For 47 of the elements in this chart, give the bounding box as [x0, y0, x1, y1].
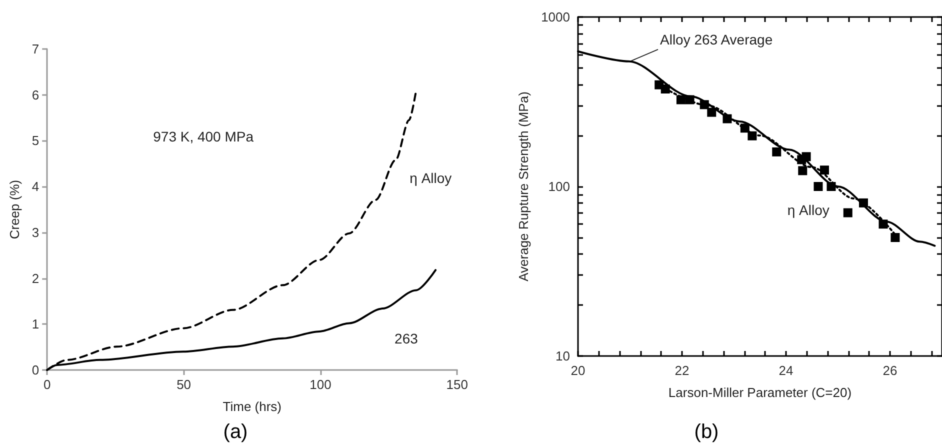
annotation: 973 K, 400 MPa — [153, 128, 254, 144]
point — [740, 124, 750, 133]
x-axis-title: Larson-Miller Parameter (C=20) — [668, 385, 852, 400]
point — [676, 95, 686, 104]
point — [707, 108, 716, 117]
point — [814, 182, 823, 191]
point — [772, 147, 782, 156]
x-tick-label: 26 — [882, 363, 898, 378]
point — [826, 182, 836, 191]
y-tick-label: 2 — [32, 270, 40, 286]
x-tick-label: 50 — [176, 377, 192, 392]
y-tick-label: 100 — [548, 179, 570, 194]
y-axis-title: Creep (%) — [7, 180, 22, 240]
point — [878, 220, 888, 229]
point — [660, 84, 670, 94]
y-tick-label: 1000 — [541, 10, 570, 24]
y-tick-label: 4 — [32, 179, 40, 194]
x-tick-label: 150 — [446, 377, 468, 392]
y-tick-label: 10 — [556, 348, 570, 364]
point — [843, 208, 852, 218]
series-label: η Alloy — [410, 170, 452, 186]
point — [722, 114, 732, 124]
y-tick-label: 1 — [32, 316, 40, 332]
x-axis-title: Time (hrs) — [222, 399, 282, 414]
x-tick-label: 0 — [44, 377, 51, 392]
point — [748, 131, 757, 140]
x-tick-label: 22 — [674, 363, 690, 378]
x-tick-label: 24 — [778, 363, 794, 378]
series-label: 263 — [394, 330, 418, 347]
y-tick-label: 5 — [32, 133, 40, 148]
point — [820, 166, 829, 175]
y-axis-title: Average Rupture Strength (MPa) — [516, 92, 532, 282]
point — [858, 198, 868, 208]
annotation: Alloy 263 Average — [660, 31, 773, 48]
point — [890, 233, 900, 242]
y-tick-label: 3 — [32, 224, 40, 240]
text: (a) — [223, 421, 248, 443]
point — [798, 166, 808, 176]
x-tick-label: 20 — [570, 363, 586, 378]
point — [700, 100, 709, 110]
y-tick-label: 6 — [32, 87, 40, 102]
point — [685, 95, 694, 104]
series-label: η Alloy — [787, 202, 830, 218]
x-tick-label: 100 — [310, 377, 332, 392]
text: (b) — [694, 421, 719, 443]
point — [802, 152, 811, 162]
y-tick-label: 7 — [32, 42, 40, 56]
